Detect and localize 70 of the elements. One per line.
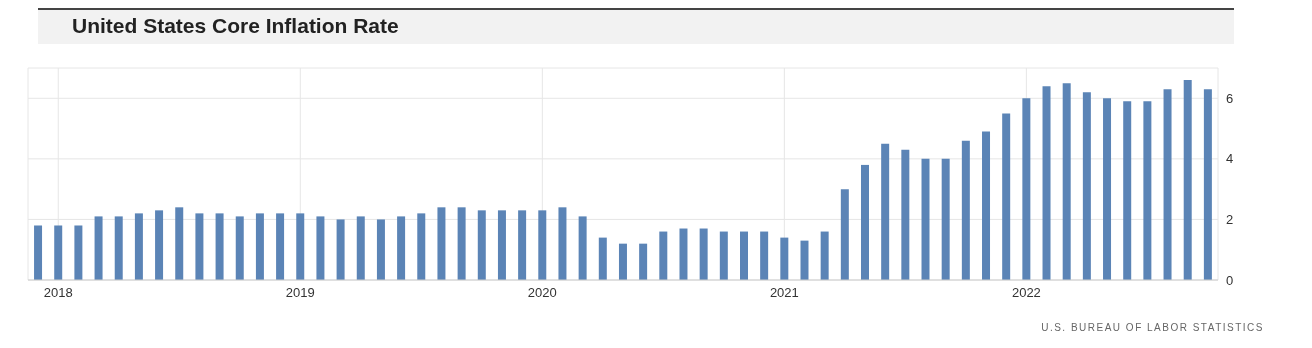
bar <box>578 216 587 280</box>
bar <box>195 213 204 280</box>
bar <box>558 207 567 280</box>
bar <box>255 213 264 280</box>
bar <box>1183 80 1192 280</box>
bar <box>598 237 607 280</box>
bar <box>134 213 143 280</box>
bar <box>982 131 991 280</box>
bar <box>276 213 285 280</box>
bar <box>34 225 43 280</box>
bar <box>1123 101 1132 280</box>
bar <box>538 210 547 280</box>
bar <box>296 213 305 280</box>
bar <box>1203 89 1212 280</box>
bar <box>356 216 365 280</box>
x-tick-label: 2022 <box>1011 285 1041 301</box>
bar <box>457 207 466 280</box>
bar <box>175 207 184 280</box>
text: U.S. BUREAU OF LABOR STATISTICS <box>1041 322 1264 333</box>
bar <box>921 158 930 280</box>
bar <box>699 228 708 280</box>
bar <box>1042 86 1051 280</box>
bar <box>518 210 527 280</box>
bar <box>477 210 486 280</box>
bar <box>820 231 829 280</box>
bar <box>1103 98 1112 280</box>
bar <box>417 213 426 280</box>
bar <box>881 143 890 280</box>
bar <box>215 213 224 280</box>
bar <box>155 210 164 280</box>
x-tick-label: 2018 <box>43 285 73 301</box>
y-tick-label: 0 <box>1226 272 1234 288</box>
bar <box>94 216 103 280</box>
bar <box>961 140 970 280</box>
bar <box>235 216 244 280</box>
chart-title: United States Core Inflation Rate <box>38 8 1234 44</box>
y-tick-label: 2 <box>1226 212 1234 228</box>
bar <box>1002 113 1011 280</box>
bar <box>719 231 728 280</box>
bar <box>659 231 668 280</box>
bar <box>316 216 325 280</box>
bar <box>679 228 688 280</box>
bar <box>840 189 849 280</box>
bar <box>800 240 809 280</box>
bar <box>941 158 950 280</box>
x-tick-label: 2019 <box>285 285 315 301</box>
bar <box>1082 92 1091 280</box>
bar <box>54 225 63 280</box>
y-tick-label: 6 <box>1226 90 1234 106</box>
bar <box>861 164 869 280</box>
x-tick-label: 2020 <box>527 285 557 301</box>
bar <box>336 219 345 280</box>
bar <box>1022 98 1031 280</box>
bar <box>901 149 910 280</box>
bar <box>760 231 769 280</box>
bar <box>376 219 385 280</box>
bar <box>114 216 123 280</box>
y-tick-label: 4 <box>1226 151 1234 167</box>
x-tick-label: 2021 <box>769 285 799 301</box>
bar <box>437 207 446 280</box>
bar <box>780 237 789 280</box>
bar <box>497 210 506 280</box>
bar <box>1143 101 1152 280</box>
bar <box>639 243 648 280</box>
bar <box>618 243 627 280</box>
bar <box>1062 83 1071 280</box>
bar <box>74 225 83 280</box>
bar <box>1163 89 1172 280</box>
bar <box>739 231 748 280</box>
bar <box>397 216 406 280</box>
